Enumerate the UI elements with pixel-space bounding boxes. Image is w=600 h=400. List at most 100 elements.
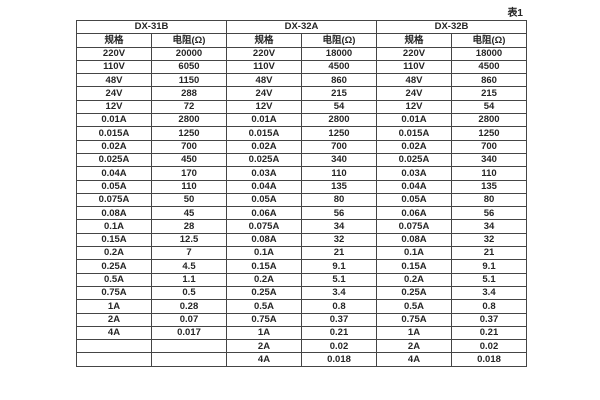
spec-cell: 0.01A	[76, 113, 152, 128]
spec-cell: 0.02A	[226, 139, 302, 154]
spec-cell: 0.03A	[226, 166, 302, 181]
resistance-cell: 1250	[151, 126, 227, 141]
spec-cell	[76, 352, 152, 367]
resistance-cell: 215	[451, 86, 527, 101]
table-header: DX-31B DX-32A DX-32B 规格 电阻(Ω) 规格 电阻(Ω) 规…	[76, 19, 527, 48]
table-row: 4A 0.017 1A 0.21 1A 0.21	[76, 325, 527, 341]
spec-cell: 0.02A	[376, 139, 452, 154]
resistance-column-header: 电阻(Ω)	[451, 33, 527, 48]
spec-cell: 0.75A	[376, 312, 452, 327]
table-row: 24V 288 24V 215 24V 215	[76, 86, 527, 101]
spec-cell: 110V	[76, 59, 152, 75]
table-row: 0.08A 45 0.06A 56 0.06A 56	[76, 206, 527, 221]
resistance-cell: 21	[301, 246, 377, 261]
resistance-cell: 45	[151, 206, 227, 221]
table-row: 2A 0.07 0.75A 0.37 0.75A 0.37	[76, 312, 527, 327]
resistance-cell: 32	[451, 232, 527, 248]
resistance-cell: 340	[451, 152, 527, 168]
resistance-cell: 3.4	[451, 285, 527, 301]
spec-cell: 0.025A	[76, 152, 152, 168]
spec-cell: 4A	[76, 325, 152, 341]
resistance-cell: 21	[451, 246, 527, 261]
resistance-cell: 5.1	[301, 272, 377, 287]
resistance-cell: 110	[151, 179, 227, 194]
resistance-cell: 215	[301, 86, 377, 101]
spec-cell: 0.5A	[226, 299, 302, 314]
spec-cell: 0.015A	[226, 126, 302, 141]
resistance-cell: 1.1	[151, 272, 227, 287]
resistance-cell: 0.018	[451, 352, 527, 367]
resistance-cell: 54	[451, 99, 527, 115]
resistance-cell: 0.8	[451, 299, 527, 314]
resistance-cell: 340	[301, 152, 377, 168]
spec-cell: 0.05A	[76, 179, 152, 194]
spec-cell: 0.25A	[226, 285, 302, 301]
resistance-cell: 110	[451, 166, 527, 181]
resistance-cell: 0.07	[151, 312, 227, 327]
resistance-cell: 0.017	[151, 325, 227, 341]
table-row: 0.25A 4.5 0.15A 9.1 0.15A 9.1	[76, 259, 527, 274]
resistance-cell: 72	[151, 99, 227, 115]
resistance-cell: 2800	[151, 113, 227, 128]
table-row: 0.15A 12.5 0.08A 32 0.08A 32	[76, 232, 527, 248]
resistance-cell: 0.37	[301, 312, 377, 327]
table-row: 0.075A 50 0.05A 80 0.05A 80	[76, 192, 527, 208]
spec-cell: 0.15A	[76, 232, 152, 248]
table-row: 12V 72 12V 54 12V 54	[76, 99, 527, 115]
resistance-cell: 860	[301, 73, 377, 88]
spec-cell: 4A	[376, 352, 452, 367]
spec-cell: 0.015A	[376, 126, 452, 141]
resistance-cell	[151, 352, 227, 367]
resistance-cell: 110	[301, 166, 377, 181]
resistance-cell: 0.02	[451, 339, 527, 354]
resistance-cell: 4500	[451, 59, 527, 75]
spec-cell: 0.75A	[226, 312, 302, 327]
resistance-cell: 0.5	[151, 285, 227, 301]
resistance-cell: 0.21	[301, 325, 377, 341]
resistance-cell	[151, 339, 227, 354]
spec-cell: 1A	[376, 325, 452, 341]
resistance-column-header: 电阻(Ω)	[301, 33, 377, 48]
table-row: 0.025A 450 0.025A 340 0.025A 340	[76, 152, 527, 168]
resistance-cell: 1150	[151, 73, 227, 88]
spec-cell: 0.025A	[226, 152, 302, 168]
table-row: 0.05A 110 0.04A 135 0.04A 135	[76, 179, 527, 194]
resistance-cell: 170	[151, 166, 227, 181]
table-row: 0.75A 0.5 0.25A 3.4 0.25A 3.4	[76, 285, 527, 301]
spec-cell: 0.08A	[76, 206, 152, 221]
spec-cell: 110V	[376, 59, 452, 75]
table-row: 110V 6050 110V 4500 110V 4500	[76, 59, 527, 75]
spec-cell: 0.025A	[376, 152, 452, 168]
spec-cell: 0.02A	[76, 139, 152, 154]
spec-cell: 0.075A	[76, 192, 152, 208]
table-row: 220V 20000 220V 18000 220V 18000	[76, 46, 527, 61]
table-row: 0.01A 2800 0.01A 2800 0.01A 2800	[76, 113, 527, 128]
resistance-cell: 0.8	[301, 299, 377, 314]
resistance-cell: 2800	[301, 113, 377, 128]
spec-cell: 0.1A	[376, 246, 452, 261]
resistance-cell: 56	[301, 206, 377, 221]
spec-cell: 0.25A	[76, 259, 152, 274]
spec-cell: 0.08A	[376, 232, 452, 248]
spec-cell: 0.15A	[226, 259, 302, 274]
spec-cell: 12V	[76, 99, 152, 115]
resistance-cell: 700	[301, 139, 377, 154]
table-row: 0.1A 28 0.075A 34 0.075A 34	[76, 219, 527, 234]
spec-cell: 110V	[226, 59, 302, 75]
table-row: 0.02A 700 0.02A 700 0.02A 700	[76, 139, 527, 154]
spec-cell: 0.25A	[376, 285, 452, 301]
group-header-row: DX-31B DX-32A DX-32B	[76, 19, 527, 35]
resistance-cell: 4500	[301, 59, 377, 75]
table-row: 0.04A 170 0.03A 110 0.03A 110	[76, 166, 527, 181]
resistance-cell: 12.5	[151, 232, 227, 248]
resistance-column-header: 电阻(Ω)	[151, 33, 227, 48]
resistance-cell: 18000	[451, 46, 527, 61]
spec-cell: 24V	[76, 86, 152, 101]
spec-cell: 24V	[226, 86, 302, 101]
resistance-cell: 1250	[451, 126, 527, 141]
spec-column-header: 规格	[76, 33, 152, 48]
resistance-cell: 135	[451, 179, 527, 194]
resistance-cell: 135	[301, 179, 377, 194]
spec-cell: 0.04A	[226, 179, 302, 194]
resistance-cell: 1250	[301, 126, 377, 141]
